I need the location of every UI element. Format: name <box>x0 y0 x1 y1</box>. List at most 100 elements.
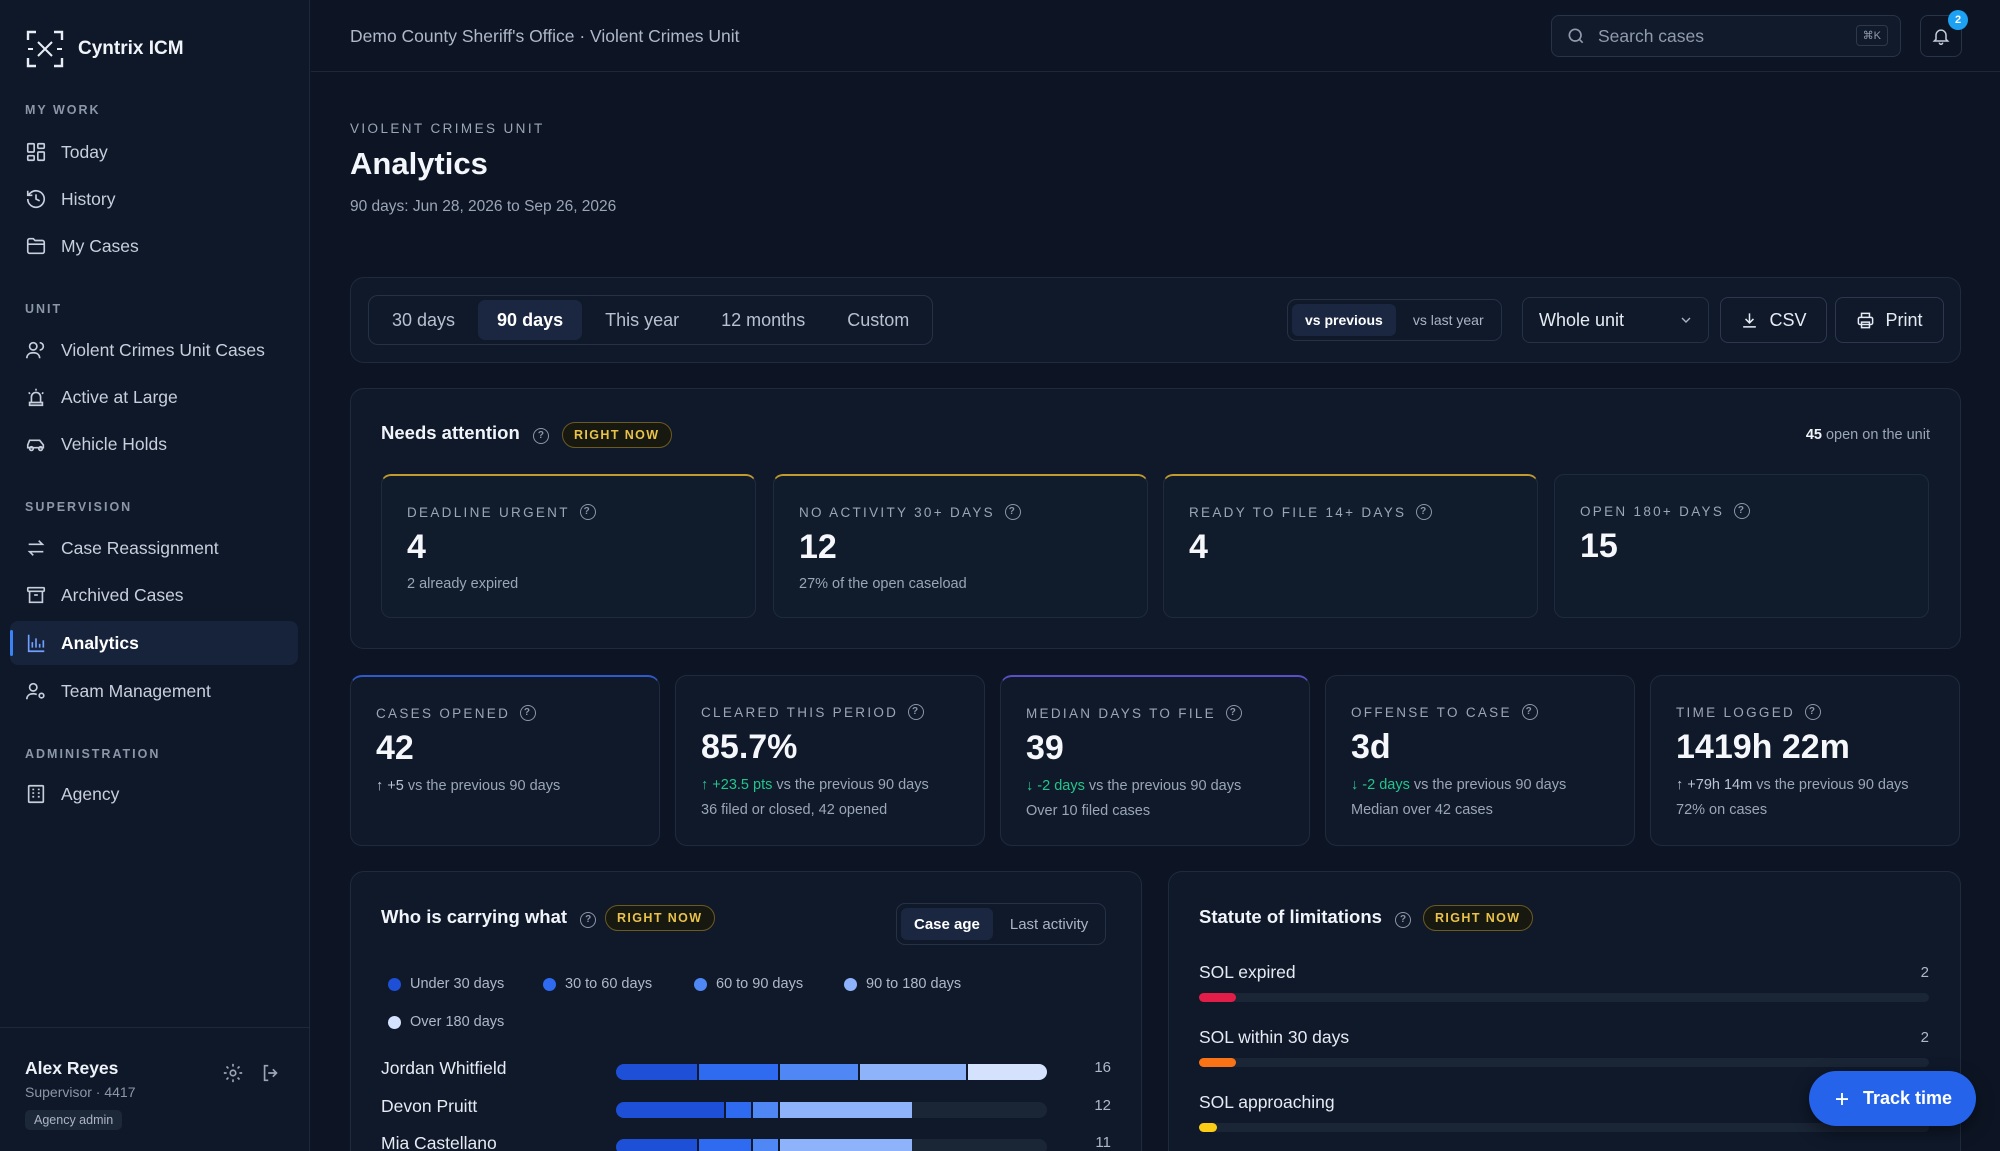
sidebar-item-vehicle-holds[interactable]: Vehicle Holds <box>10 422 298 466</box>
kpi-delta-value: +23.5 pts <box>712 777 773 793</box>
brand[interactable]: Cyntrix ICM <box>26 30 184 68</box>
tile-label: NO ACTIVITY 30+ DAYS? <box>799 504 1021 520</box>
kpi-value: 39 <box>1026 729 1064 767</box>
bell-icon <box>1932 29 1950 46</box>
arrow-up-icon: ↑ <box>701 777 709 793</box>
legend-swatch <box>844 977 857 991</box>
help-icon[interactable]: ? <box>1416 504 1433 520</box>
tile-no-activity[interactable]: NO ACTIVITY 30+ DAYS? 12 27% of the open… <box>773 474 1148 618</box>
history-icon <box>26 190 46 209</box>
logout-button[interactable] <box>260 1062 284 1086</box>
sidebar-item-label: Today <box>61 141 108 162</box>
caseload-bar <box>616 1064 1047 1080</box>
caseload-row[interactable]: Devon Pruitt 12 <box>381 1093 1111 1123</box>
legend-label: 30 to 60 days <box>565 976 653 992</box>
kpi-time-logged[interactable]: TIME LOGGED? 1419h 22m ↑ +79h 14m vs the… <box>1650 675 1960 846</box>
kpi-value: 1419h 22m <box>1676 728 1850 766</box>
period-this-year[interactable]: This year <box>605 309 680 330</box>
bar-segment-2 <box>696 1139 751 1151</box>
sol-row-approaching[interactable]: SOL approaching <box>1199 1092 1929 1132</box>
sidebar-item-today[interactable]: Today <box>10 130 298 174</box>
archive-icon <box>26 586 46 604</box>
notifications-button[interactable]: 2 <box>1920 10 1968 57</box>
search-icon <box>1568 28 1584 44</box>
kpi-label-text: MEDIAN DAYS TO FILE <box>1026 705 1216 721</box>
car-icon <box>26 439 45 452</box>
sol-label: SOL approaching <box>1199 1092 1335 1112</box>
tile-ready-to-file[interactable]: READY TO FILE 14+ DAYS? 4 <box>1163 474 1538 618</box>
help-icon[interactable]: ? <box>1395 912 1412 928</box>
sidebar-item-case-reassignment[interactable]: Case Reassignment <box>10 526 298 570</box>
compare-vs-last-year[interactable]: vs last year <box>1412 312 1484 328</box>
help-icon[interactable]: ? <box>579 504 596 520</box>
help-icon[interactable]: ? <box>1226 705 1242 721</box>
print-button[interactable]: Print <box>1835 297 1944 343</box>
help-icon[interactable]: ? <box>532 428 549 444</box>
toggle-case-age[interactable]: Case age <box>901 908 993 940</box>
kpi-delta: ↓ -2 days vs the previous 90 days <box>1351 777 1566 793</box>
sidebar-item-analytics[interactable]: Analytics <box>10 621 298 665</box>
scope-select[interactable]: Whole unit <box>1522 297 1709 343</box>
help-icon[interactable]: ? <box>1805 704 1822 720</box>
sol-title-text: Statute of limitations <box>1199 906 1382 927</box>
caseload-row[interactable]: Jordan Whitfield 16 <box>381 1055 1111 1085</box>
period-30-days[interactable]: 30 days <box>392 309 456 330</box>
settings-button[interactable] <box>222 1062 246 1086</box>
kpi-cases-opened[interactable]: CASES OPENED? 42 ↑ +5 vs the previous 90… <box>350 675 660 846</box>
bar-segment-3 <box>750 1102 778 1118</box>
bar-segment-4 <box>858 1064 967 1080</box>
sol-bar-fill <box>1199 1058 1236 1067</box>
kpi-delta: ↑ +23.5 pts vs the previous 90 days <box>701 777 929 793</box>
sidebar-item-label: Case Reassignment <box>61 537 219 558</box>
kpi-median-days-to-file[interactable]: MEDIAN DAYS TO FILE? 39 ↓ -2 days vs the… <box>1000 675 1310 846</box>
siren-icon <box>28 388 44 407</box>
sol-title: Statute of limitations ? <box>1199 906 1412 928</box>
legend-label: Under 30 days <box>410 976 505 992</box>
help-icon[interactable]: ? <box>1734 503 1751 519</box>
page-eyebrow: VIOLENT CRIMES UNIT <box>350 121 545 136</box>
sidebar-item-label: Agency <box>61 783 120 804</box>
sidebar-item-team-management[interactable]: Team Management <box>10 669 298 713</box>
caseload-row[interactable]: Mia Castellano 11 <box>381 1130 1111 1151</box>
help-icon[interactable]: ? <box>908 704 925 720</box>
sol-row-expired[interactable]: SOL expired 2 <box>1199 962 1929 1002</box>
period-custom[interactable]: Custom <box>847 309 910 330</box>
logout-icon <box>263 1064 278 1082</box>
csv-label: CSV <box>1769 309 1807 330</box>
track-time-button[interactable]: Track time <box>1809 1071 1976 1126</box>
sidebar-item-unit-cases[interactable]: Violent Crimes Unit Cases <box>10 328 298 372</box>
sol-row-within-30-days[interactable]: SOL within 30 days 2 <box>1199 1027 1929 1067</box>
tile-open-180-days[interactable]: OPEN 180+ DAYS? 15 <box>1554 474 1929 618</box>
help-icon[interactable]: ? <box>1521 704 1538 720</box>
kpi-cleared-this-period[interactable]: CLEARED THIS PERIOD? 85.7% ↑ +23.5 pts v… <box>675 675 985 846</box>
scope-select-value: Whole unit <box>1539 309 1625 330</box>
sidebar-item-history[interactable]: History <box>10 177 298 221</box>
sidebar-item-agency[interactable]: Agency <box>10 772 298 816</box>
csv-export-button[interactable]: CSV <box>1720 297 1827 343</box>
sidebar-item-my-cases[interactable]: My Cases <box>10 224 298 268</box>
compare-vs-previous[interactable]: vs previous <box>1292 304 1396 336</box>
kpi-label: CLEARED THIS PERIOD? <box>701 704 925 720</box>
help-icon[interactable]: ? <box>520 705 537 721</box>
legend-item: 60 to 90 days <box>694 976 803 992</box>
help-icon[interactable]: ? <box>1004 504 1021 520</box>
legend-item: Over 180 days <box>388 1014 504 1030</box>
legend-label: 60 to 90 days <box>716 976 804 992</box>
search-input[interactable]: Search cases ⌘K <box>1551 15 1901 57</box>
period-90-days[interactable]: 90 days <box>478 300 583 340</box>
sidebar-item-active-at-large[interactable]: Active at Large <box>10 375 298 419</box>
open-on-unit: 45 open on the unit <box>1806 427 1930 443</box>
toggle-last-activity[interactable]: Last activity <box>1009 915 1089 933</box>
chevron-down-icon <box>1681 317 1691 323</box>
tile-label: DEADLINE URGENT? <box>407 504 596 520</box>
tile-label-text: NO ACTIVITY 30+ DAYS <box>799 504 995 520</box>
tile-deadline-urgent[interactable]: DEADLINE URGENT? 4 2 already expired <box>381 474 756 618</box>
sol-count: 2 <box>1920 1029 1929 1046</box>
help-icon[interactable]: ? <box>580 912 597 928</box>
right-now-badge: RIGHT NOW <box>562 422 672 448</box>
caseload-total: 16 <box>1094 1059 1111 1076</box>
sidebar-item-archived-cases[interactable]: Archived Cases <box>10 573 298 617</box>
kpi-offense-to-case[interactable]: OFFENSE TO CASE? 3d ↓ -2 days vs the pre… <box>1325 675 1635 846</box>
kpi-delta-suffix: vs the previous 90 days <box>1084 778 1242 794</box>
period-12-months[interactable]: 12 months <box>721 309 806 330</box>
